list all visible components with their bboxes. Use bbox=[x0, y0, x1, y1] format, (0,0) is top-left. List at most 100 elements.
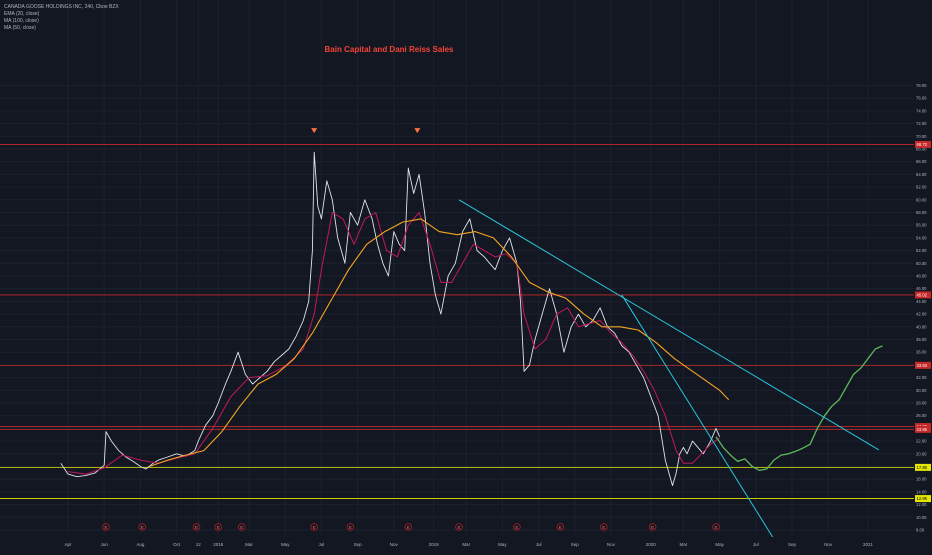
level-price-tag bbox=[915, 140, 931, 148]
event-marker-label: E bbox=[602, 525, 605, 530]
y-tick-label: 56.00 bbox=[916, 223, 927, 228]
x-tick-label: 2020 bbox=[646, 542, 657, 547]
y-tick-label: 58.00 bbox=[916, 210, 927, 215]
y-tick-label: 22.00 bbox=[916, 439, 927, 444]
event-marker-label: E bbox=[515, 525, 518, 530]
level-price-tag bbox=[915, 425, 931, 433]
level-price-tag bbox=[915, 291, 931, 299]
event-marker-label: E bbox=[407, 525, 410, 530]
y-tick-label: 16.00 bbox=[916, 477, 927, 482]
x-tick-label: Nov bbox=[824, 542, 833, 547]
event-marker-label: E bbox=[559, 525, 562, 530]
x-tick-label: Mar bbox=[462, 542, 470, 547]
y-tick-label: 70.00 bbox=[916, 134, 927, 139]
y-tick-label: 48.00 bbox=[916, 274, 927, 279]
trendline bbox=[458, 199, 880, 451]
price-axis[interactable] bbox=[914, 0, 932, 550]
y-tick-label: 54.00 bbox=[916, 235, 927, 240]
x-tick-label: Oct bbox=[173, 542, 181, 547]
y-tick-label: 46.00 bbox=[916, 286, 927, 291]
level-price-tag bbox=[915, 463, 931, 471]
level-price-label: 45.02 bbox=[917, 293, 928, 298]
event-marker[interactable] bbox=[599, 523, 608, 531]
legend-ma50: MA (50, close) bbox=[4, 25, 36, 31]
y-tick-label: 44.00 bbox=[916, 299, 927, 304]
series-ema20 bbox=[67, 212, 720, 475]
x-tick-label: May bbox=[498, 542, 507, 547]
sale-arrow-icon bbox=[311, 128, 318, 134]
y-tick-label: 72.00 bbox=[916, 121, 927, 126]
event-marker[interactable] bbox=[648, 523, 657, 531]
event-marker[interactable] bbox=[455, 523, 463, 531]
x-tick-label: Jul bbox=[319, 542, 325, 547]
legend-ema20: EMA (20, close) bbox=[4, 11, 40, 17]
event-marker[interactable] bbox=[404, 523, 413, 531]
event-marker-label: E bbox=[105, 525, 108, 530]
event-marker[interactable] bbox=[237, 523, 246, 531]
x-tick-label: Sep bbox=[571, 542, 580, 547]
legend-ma100: MA (100, close) bbox=[4, 18, 39, 24]
y-tick-label: 36.00 bbox=[916, 350, 927, 355]
x-tick-label: Jul bbox=[536, 542, 542, 547]
event-marker[interactable] bbox=[513, 523, 521, 531]
y-tick-label: 38.00 bbox=[916, 337, 927, 342]
indicator-legend: CANADA GOOSE HOLDINGS INC, 240, Cboe BZX… bbox=[4, 4, 119, 32]
event-marker[interactable] bbox=[214, 523, 223, 531]
x-tick-label: Sep bbox=[788, 542, 797, 547]
y-tick-label: 66.00 bbox=[916, 159, 927, 164]
x-tick-label: Jul bbox=[753, 542, 759, 547]
annotation-text: Bain Capital and Dani Reiss Sales bbox=[325, 45, 454, 54]
y-tick-label: 52.00 bbox=[916, 248, 927, 253]
level-price-label: 17.86 bbox=[917, 465, 928, 470]
y-tick-label: 40.00 bbox=[916, 324, 927, 329]
trendline bbox=[621, 294, 785, 555]
level-price-label: 68.72 bbox=[917, 142, 928, 147]
event-marker[interactable] bbox=[346, 523, 355, 531]
level-price-label: 33.93 bbox=[917, 363, 928, 368]
x-tick-label: Mar bbox=[245, 542, 253, 547]
y-tick-label: 62.00 bbox=[916, 185, 927, 190]
y-tick-label: 10.00 bbox=[916, 515, 927, 520]
x-tick-label: 2018 bbox=[213, 542, 224, 547]
event-marker-label: E bbox=[714, 525, 717, 530]
legend-symbol: CANADA GOOSE HOLDINGS INC, 240, Cboe BZX bbox=[4, 4, 119, 10]
y-tick-label: 14.00 bbox=[916, 489, 927, 494]
event-marker[interactable] bbox=[192, 523, 201, 531]
x-tick-label: Nov bbox=[607, 542, 616, 547]
y-tick-label: 26.00 bbox=[916, 413, 927, 418]
y-tick-label: 50.00 bbox=[916, 261, 927, 266]
x-tick-label: Jun bbox=[101, 542, 109, 547]
y-tick-label: 30.00 bbox=[916, 388, 927, 393]
event-marker-label: E bbox=[349, 525, 352, 530]
level-price-tag bbox=[915, 361, 931, 369]
event-marker[interactable] bbox=[556, 523, 565, 531]
event-marker[interactable] bbox=[138, 523, 147, 531]
y-tick-label: 68.00 bbox=[916, 147, 927, 152]
x-tick-label: Aug bbox=[136, 542, 145, 547]
x-tick-label: May bbox=[281, 542, 290, 547]
y-tick-label: 20.00 bbox=[916, 451, 927, 456]
event-marker-label: E bbox=[457, 525, 460, 530]
event-marker-label: E bbox=[313, 525, 316, 530]
y-tick-label: 32.00 bbox=[916, 375, 927, 380]
event-marker-label: E bbox=[240, 525, 243, 530]
x-tick-label: Apr bbox=[64, 542, 72, 547]
y-tick-label: 12.00 bbox=[916, 502, 927, 507]
event-marker[interactable] bbox=[310, 523, 318, 531]
x-tick-label: Nov bbox=[390, 542, 399, 547]
event-marker-label: E bbox=[651, 525, 654, 530]
x-tick-label: Sep bbox=[354, 542, 363, 547]
x-tick-label: 12 bbox=[196, 542, 202, 547]
level-price-label: 23.85 bbox=[917, 427, 928, 432]
y-tick-label: 78.00 bbox=[916, 83, 927, 88]
series-projection bbox=[715, 345, 883, 471]
x-tick-label: May bbox=[715, 542, 724, 547]
event-marker[interactable] bbox=[712, 523, 720, 531]
event-marker[interactable] bbox=[102, 523, 110, 531]
y-tick-label: 60.00 bbox=[916, 197, 927, 202]
time-axis[interactable] bbox=[0, 537, 914, 550]
event-marker-label: E bbox=[217, 525, 220, 530]
y-tick-label: 76.00 bbox=[916, 96, 927, 101]
